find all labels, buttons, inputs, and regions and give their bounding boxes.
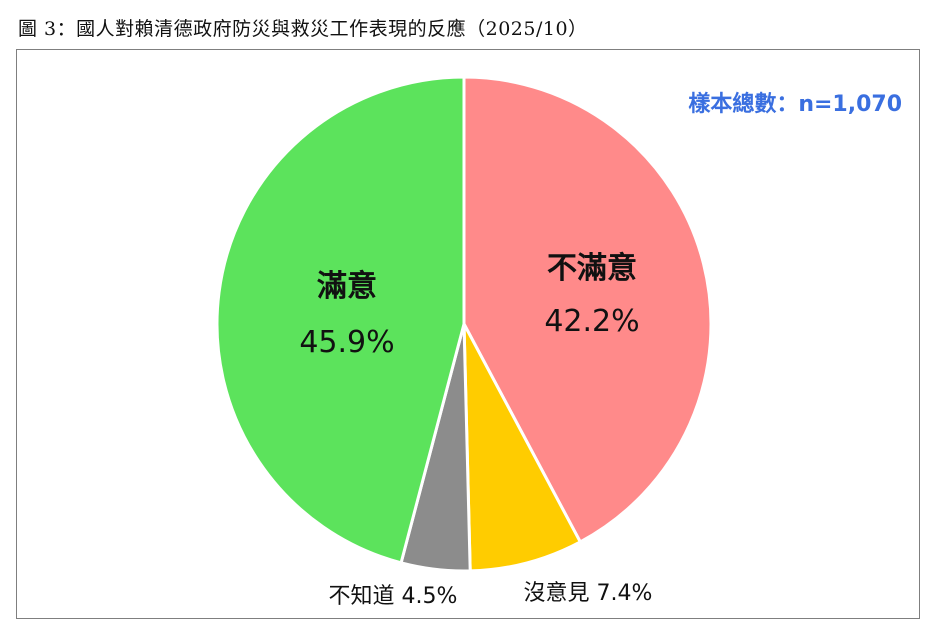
pie-slice: [462, 75, 713, 544]
sample-size-label: 樣本總數：n=1,070: [688, 92, 902, 117]
chart-frame: [16, 49, 920, 619]
pie-slice: [462, 323, 583, 573]
slice-value-label: 45.9%: [299, 325, 394, 360]
slice-value-label: 42.2%: [544, 304, 639, 339]
slice-label: 不知道 4.5%: [329, 584, 458, 609]
slice-label: 沒意見 7.4%: [524, 581, 653, 606]
slice-label: 滿意: [317, 269, 377, 304]
figure-caption: 圖 3：國人對賴清德政府防災與救災工作表現的反應（2025/10）: [18, 18, 588, 40]
pie-slice: [215, 75, 466, 565]
slice-label: 不滿意: [547, 251, 637, 286]
